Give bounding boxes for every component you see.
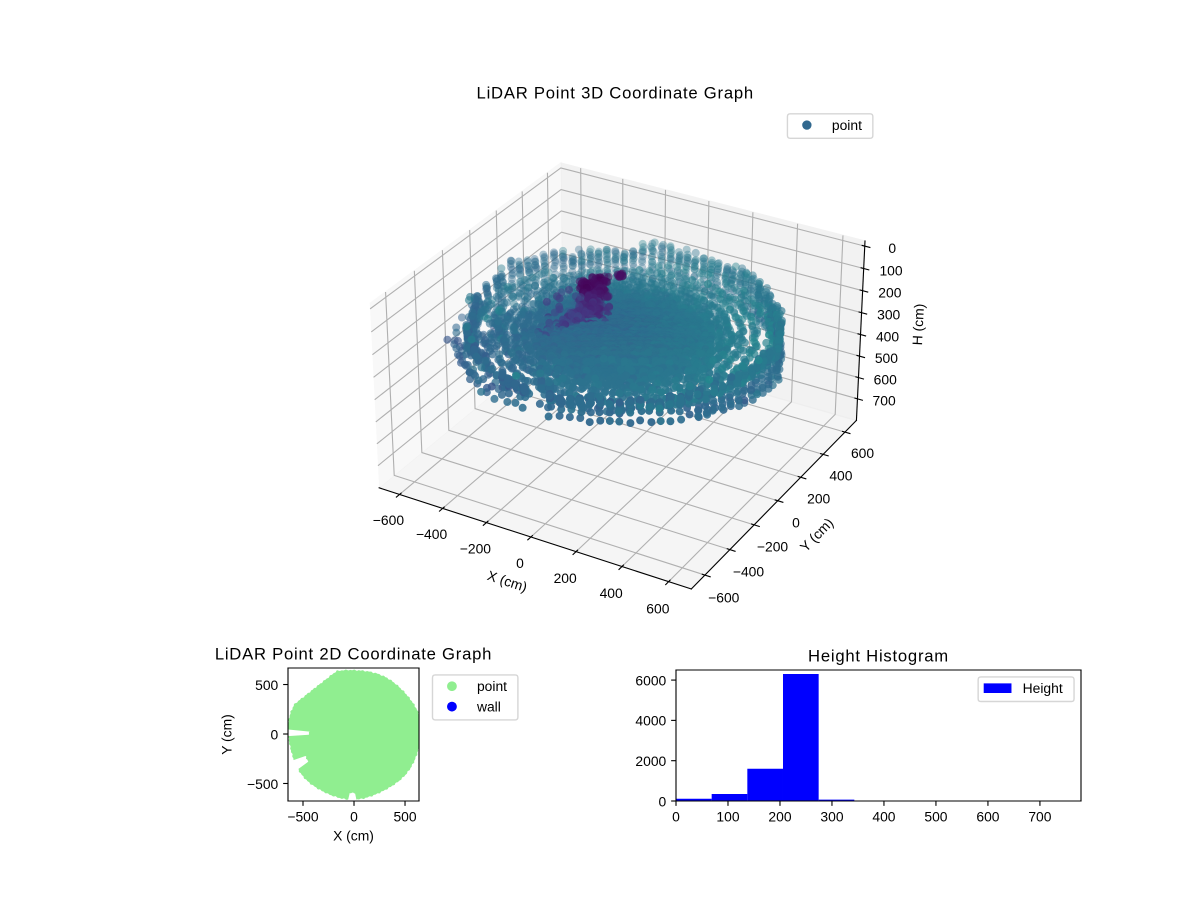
svg-text:600: 600 (646, 601, 669, 617)
svg-text:200: 200 (807, 491, 830, 507)
svg-text:−600: −600 (708, 589, 740, 605)
svg-text:0: 0 (888, 240, 896, 256)
svg-text:0: 0 (792, 514, 800, 530)
svg-text:600: 600 (874, 371, 897, 387)
svg-text:600: 600 (851, 445, 874, 461)
svg-text:−200: −200 (757, 539, 789, 555)
svg-text:700: 700 (873, 393, 896, 409)
svg-text:0: 0 (516, 555, 524, 571)
svg-text:200: 200 (878, 285, 901, 301)
svg-text:400: 400 (600, 585, 623, 601)
svg-text:100: 100 (879, 263, 902, 279)
svg-text:−400: −400 (733, 564, 765, 580)
svg-text:300: 300 (877, 307, 900, 323)
svg-text:−200: −200 (460, 541, 492, 557)
svg-text:500: 500 (875, 350, 898, 366)
svg-text:400: 400 (876, 328, 899, 344)
svg-text:400: 400 (829, 467, 852, 483)
svg-text:−600: −600 (373, 512, 405, 528)
svg-text:200: 200 (554, 570, 577, 586)
svg-text:−400: −400 (416, 526, 448, 542)
svg-text:H (cm): H (cm) (909, 303, 927, 345)
